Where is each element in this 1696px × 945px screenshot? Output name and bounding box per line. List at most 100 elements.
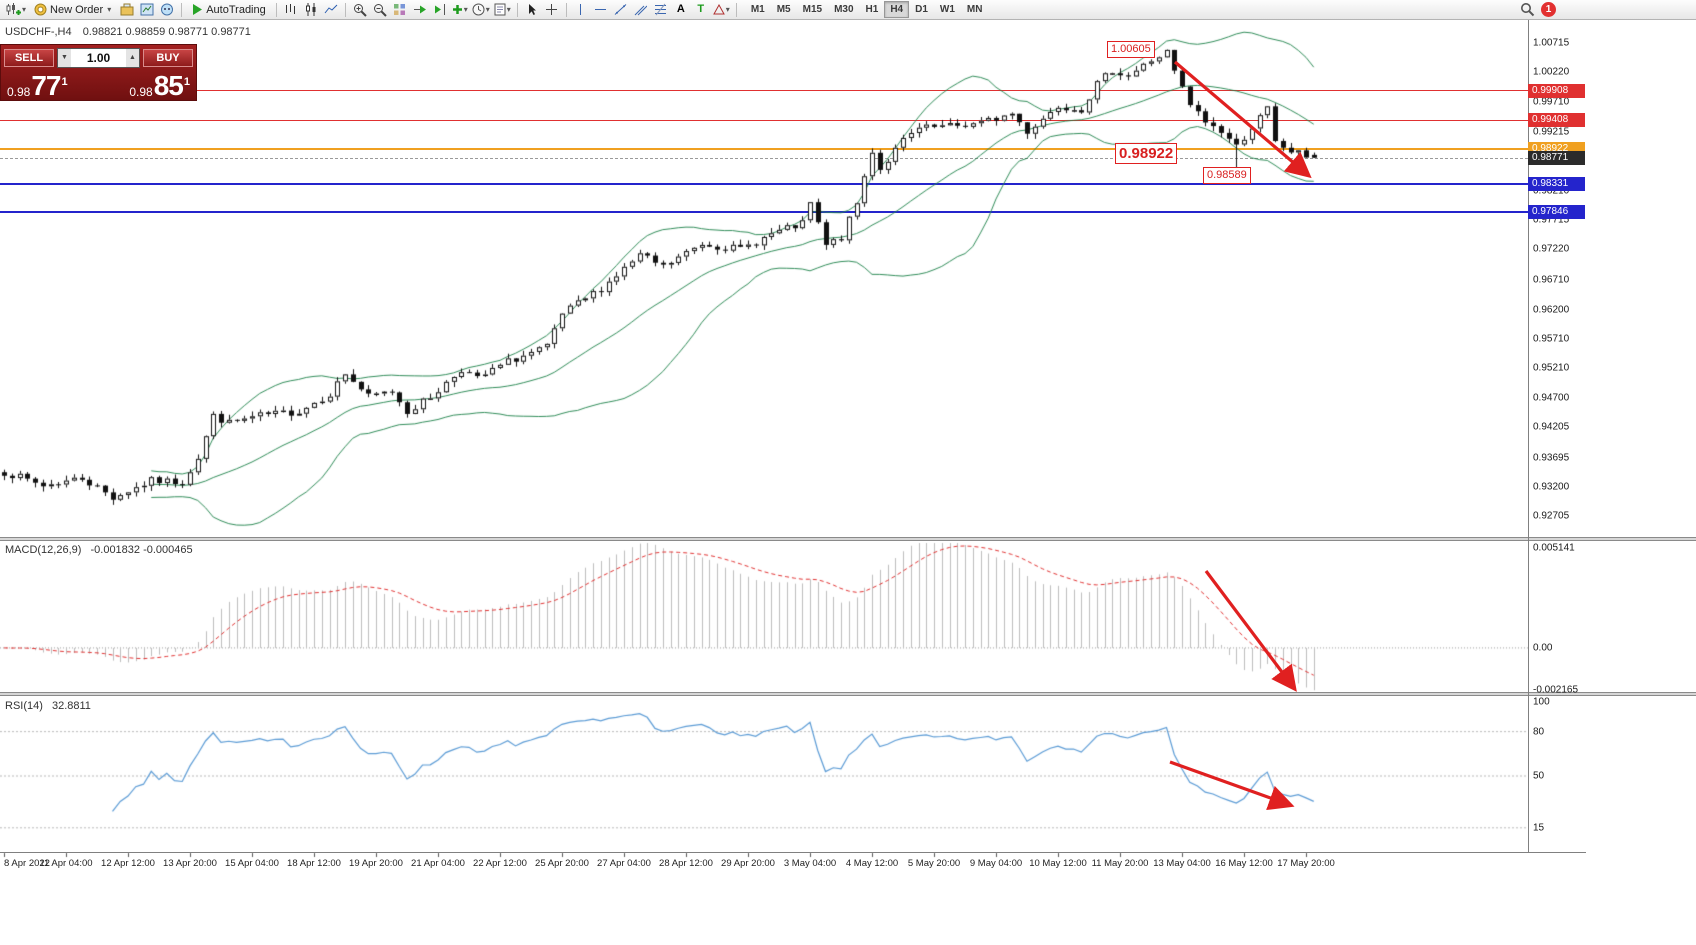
date-axis-label: 13 Apr 20:00 [163,858,217,869]
date-axis-label: 22 Apr 12:00 [473,858,527,869]
rsi-axis-label: 50 [1533,770,1545,782]
market-watch-icon[interactable] [137,1,157,19]
date-axis-label: 25 Apr 20:00 [535,858,589,869]
toolbar: ▾ New Order ▾ AutoTrading ▾ ▾ ▾ A T ▾ M1 M5 M15 M30 H1… [0,0,1696,20]
bar-chart-icon[interactable] [281,1,301,19]
new-order-button[interactable]: New Order ▾ [28,1,117,19]
timeframe-h4[interactable]: H4 [884,1,910,18]
macd-axis-label: -0.002165 [1533,684,1579,696]
timeframe-d1[interactable]: D1 [909,1,934,18]
date-axis-label: 28 Apr 12:00 [659,858,713,869]
volume-input[interactable] [71,48,126,67]
price-axis-badge: 0.98331 [1528,176,1585,191]
price-axis-label: 0.98210 [1533,185,1570,197]
fibonacci-icon[interactable] [651,1,671,19]
volume-increase-button[interactable]: ▲ [126,48,139,67]
timeframe-m30[interactable]: M30 [828,1,859,18]
macd-name: MACD(12,26,9) [5,544,82,556]
timeframe-mn[interactable]: MN [961,1,989,18]
price-axis-label: 0.93695 [1533,452,1570,464]
symbol-info: USDCHF-,H4 0.98821 0.98859 0.98771 0.987… [5,26,251,38]
equidistant-channel-icon[interactable] [631,1,651,19]
autotrading-button[interactable]: AutoTrading [186,1,272,19]
rsi-axis-label: 15 [1533,822,1545,834]
horizontal-line-icon[interactable] [591,1,611,19]
date-axis-label: 17 May 20:00 [1277,858,1335,869]
crosshair-icon[interactable] [542,1,562,19]
search-icon[interactable] [1517,1,1537,19]
price-axis-label: 0.93200 [1533,481,1570,493]
rsi-axis-label: 80 [1533,726,1545,738]
date-axis-label: 13 May 04:00 [1153,858,1211,869]
buy-price-display: 0.98 85 1 [129,72,190,100]
price-axis-label: 0.92705 [1533,510,1570,522]
rsi-value: 32.8811 [51,700,91,712]
timeframe-w1[interactable]: W1 [934,1,961,18]
volume-box: ▼ ▲ [57,47,140,68]
notification-badge[interactable]: 1 [1541,2,1556,17]
vertical-line-icon[interactable] [571,1,591,19]
rsi-indicator-label: RSI(14) 32.8811 [5,700,91,712]
buy-button[interactable]: BUY [143,48,193,67]
panel-splitter[interactable] [0,692,1696,696]
timeframe-m1[interactable]: M1 [745,1,771,18]
date-axis-label: 5 May 20:00 [907,858,961,869]
timeframe-m5[interactable]: M5 [771,1,797,18]
trade-buttons-row: SELL ▼ ▲ BUY [1,45,196,68]
cursor-icon[interactable] [522,1,542,19]
macd-values: -0.001832 -0.000465 [90,544,193,556]
date-axis-label: 27 Apr 04:00 [597,858,651,869]
tile-windows-icon[interactable] [390,1,410,19]
text-icon[interactable]: A [671,1,691,19]
price-axis-label: 0.96710 [1533,274,1570,285]
rsi-axis-label: 100 [1533,696,1550,708]
date-axis-label: 11 Apr 04:00 [39,858,93,869]
chart-shift-icon[interactable] [430,1,450,19]
data-window-icon[interactable] [157,1,177,19]
timeframe-h1[interactable]: H1 [860,1,885,18]
price-annotation[interactable]: 0.98922 [1115,143,1178,164]
profiles-icon[interactable] [117,1,137,19]
zoom-out-icon[interactable] [370,1,390,19]
price-axis-label: 0.97715 [1533,214,1570,226]
price-axis-badge: 0.99908 [1528,83,1585,98]
symbol-period-label: USDCHF-,H4 [5,26,72,38]
date-axis-label: 18 Apr 12:00 [287,858,341,869]
candlestick-chart-icon[interactable] [301,1,321,19]
templates-icon[interactable]: ▾ [492,1,513,19]
price-axis-label: 0.94700 [1533,392,1570,404]
date-axis-label: 4 May 12:00 [845,858,899,869]
price-annotation[interactable]: 1.00605 [1107,41,1155,58]
date-axis-label: 10 May 12:00 [1029,858,1087,869]
date-axis-label: 29 Apr 20:00 [721,858,775,869]
trendline-icon[interactable] [611,1,631,19]
price-annotation[interactable]: 0.98589 [1203,167,1251,184]
timeframe-m15[interactable]: M15 [797,1,828,18]
zoom-in-icon[interactable] [350,1,370,19]
periods-icon[interactable]: ▾ [470,1,492,19]
date-axis-label: 8 Apr 2022 [4,858,50,869]
panel-splitter[interactable] [0,537,1696,541]
text-label-icon[interactable]: T [691,1,711,19]
sell-price-big: 77 [31,70,61,101]
date-axis-label: 19 Apr 20:00 [349,858,403,869]
price-axis-label: 0.95710 [1533,333,1570,345]
price-axis-badge: 0.97846 [1528,205,1585,220]
sell-price-small: 0.98 [7,85,31,99]
date-axis-label: 16 May 12:00 [1215,858,1273,869]
volume-decrease-button[interactable]: ▼ [58,48,71,67]
price-axis-label: 0.99215 [1533,126,1570,138]
sell-button[interactable]: SELL [4,48,54,67]
time-axis-border [0,852,1586,853]
auto-scroll-icon[interactable] [410,1,430,19]
price-axis-badge: 0.99408 [1528,113,1585,128]
indicators-icon[interactable]: ▾ [450,1,470,19]
arrows-icon[interactable]: ▾ [711,1,732,19]
trade-prices-row: 0.98 77 1 0.98 85 1 [1,68,196,100]
buy-price-sup: 1 [183,76,190,88]
line-chart-icon[interactable] [321,1,341,19]
new-chart-icon[interactable]: ▾ [3,1,28,19]
